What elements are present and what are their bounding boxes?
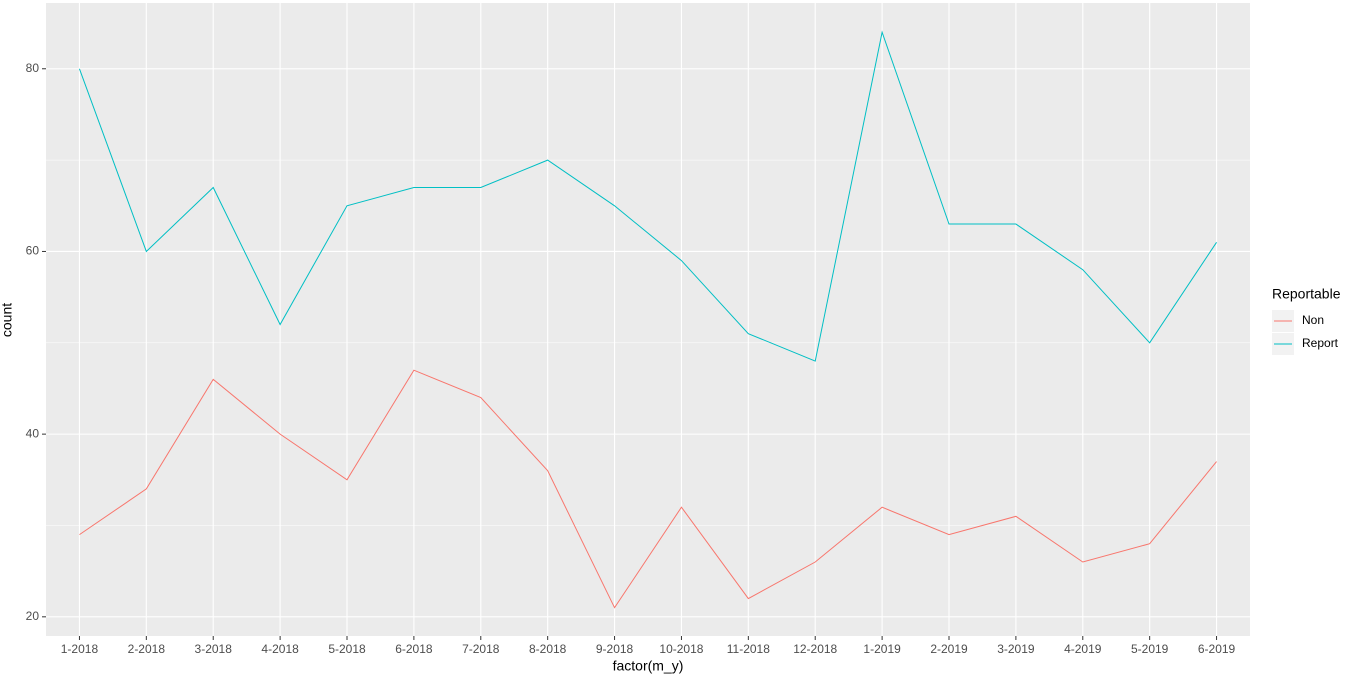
x-tick-label: 5-2019	[1131, 642, 1169, 656]
x-tick-label: 1-2019	[863, 642, 901, 656]
y-tick-label: 40	[26, 426, 40, 440]
series-line	[78, 30, 1217, 362]
x-tick-label: 4-2018	[261, 642, 299, 656]
x-tick-label: 7-2018	[462, 642, 500, 656]
x-tick-label: 1-2018	[61, 642, 99, 656]
x-tick-label: 6-2019	[1198, 642, 1236, 656]
x-tick-label: 5-2018	[328, 642, 366, 656]
x-tick-label: 3-2019	[997, 642, 1035, 656]
x-tick-label: 4-2019	[1064, 642, 1102, 656]
x-tick-label: 6-2018	[395, 642, 433, 656]
y-tick-label: 20	[26, 609, 40, 623]
x-tick-label: 3-2018	[195, 642, 233, 656]
x-axis-title: factor(m_y)	[613, 658, 684, 674]
x-tick-label: 2-2019	[930, 642, 968, 656]
legend-label: Report	[1302, 336, 1339, 350]
x-tick-label: 10-2018	[659, 642, 703, 656]
x-tick-label: 9-2018	[596, 642, 634, 656]
y-tick-label: 80	[26, 61, 40, 75]
legend-title: Reportable	[1272, 286, 1341, 302]
plot-panel	[46, 3, 1250, 636]
x-tick-label: 12-2018	[793, 642, 837, 656]
legend-label: Non	[1302, 313, 1324, 327]
series-line	[79, 369, 1217, 609]
x-tick-label: 2-2018	[128, 642, 166, 656]
x-tick-label: 8-2018	[529, 642, 567, 656]
x-tick-label: 11-2018	[727, 642, 770, 656]
y-axis-title: count	[0, 303, 15, 337]
y-tick-label: 60	[26, 244, 40, 258]
